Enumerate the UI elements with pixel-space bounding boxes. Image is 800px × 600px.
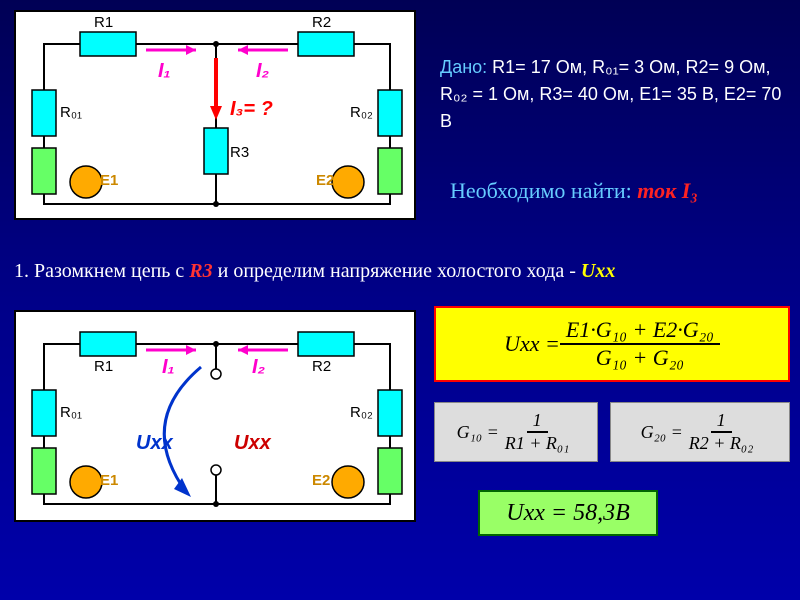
formula-main-frac: E1·G₁₀ + E2·G₂₀ G₁₀ + G₂₀ [560, 317, 720, 371]
c2-r1-label: R1 [94, 358, 113, 375]
e1-label: E1 [100, 172, 118, 189]
given-block: Дано: R1= 17 Ом, R₀₁= 3 Ом, R2= 9 Ом, R₀… [440, 54, 790, 135]
g20-den: R2 + R₀₂ [683, 433, 760, 454]
circuit-diagram-2: R1 R2 R₀₁ R₀₂ E1 E2 I₁ I₂ Uхх Uхх [14, 310, 416, 522]
i3-label: I₃= ? [230, 98, 273, 121]
given-label: Дано: [440, 57, 487, 77]
c2-r01-label: R₀₁ [60, 404, 82, 421]
r02-label: R₀₂ [350, 104, 373, 121]
g20-frac: 1 R2 + R₀₂ [683, 410, 760, 454]
g10-lhs: G₁₀ = [457, 422, 499, 443]
need-label: Необходимо найти: [450, 178, 632, 203]
step1-mid: и определим напряжение холостого хода - [213, 260, 581, 282]
c2-r02-label: R₀₂ [350, 404, 373, 421]
e2-label: E2 [316, 172, 334, 189]
g10-num: 1 [527, 410, 548, 433]
c2-uxx-red: Uхх [234, 432, 271, 455]
c2-e2-label: E2 [312, 472, 330, 489]
formula-g10: G₁₀ = 1 R1 + R₀₁ [434, 402, 598, 462]
r1-label: R1 [94, 14, 113, 31]
step1-line: 1. Разомкнем цепь с R3 и определим напря… [14, 260, 784, 283]
c2-r2-label: R2 [312, 358, 331, 375]
need-line: Необходимо найти: ток I₃ [450, 178, 698, 204]
formula-g20: G₂₀ = 1 R2 + R₀₂ [610, 402, 790, 462]
c2-i2-label: I₂ [252, 356, 265, 379]
formula-main-lhs: Uхх = [504, 331, 560, 357]
c2-e1-label: E1 [100, 472, 118, 489]
r3-label: R3 [230, 144, 249, 161]
c2-i1-label: I₁ [162, 356, 175, 379]
i1-label: I₁ [158, 60, 171, 83]
formula-main-den: G₁₀ + G₂₀ [590, 345, 690, 371]
g10-den: R1 + R₀₁ [499, 433, 576, 454]
circuit-diagram-1: R1 R2 R₀₁ R₀₂ R3 E1 E2 I₁ I₂ I₃= ? [14, 10, 416, 220]
step1-r3: R3 [189, 260, 212, 282]
answer-text: Uхх = 58,3B [506, 500, 630, 527]
g10-frac: 1 R1 + R₀₁ [499, 410, 576, 454]
r2-label: R2 [312, 14, 331, 31]
c2-uxx-blue: Uхх [136, 432, 173, 455]
formula-main-num: E1·G₁₀ + E2·G₂₀ [560, 317, 720, 345]
given-text: R1= 17 Ом, R₀₁= 3 Ом, R2= 9 Ом, R₀₂ = 1 … [440, 57, 781, 131]
need-target: ток I₃ [637, 178, 698, 203]
formula-answer: Uхх = 58,3B [478, 490, 658, 536]
i2-label: I₂ [256, 60, 269, 83]
step1-prefix: 1. Разомкнем цепь с [14, 260, 189, 282]
formula-main: Uхх = E1·G₁₀ + E2·G₂₀ G₁₀ + G₂₀ [434, 306, 790, 382]
step1-uxx: Uхх [581, 260, 615, 282]
g20-lhs: G₂₀ = [641, 422, 683, 443]
g20-num: 1 [711, 410, 732, 433]
r01-label: R₀₁ [60, 104, 82, 121]
